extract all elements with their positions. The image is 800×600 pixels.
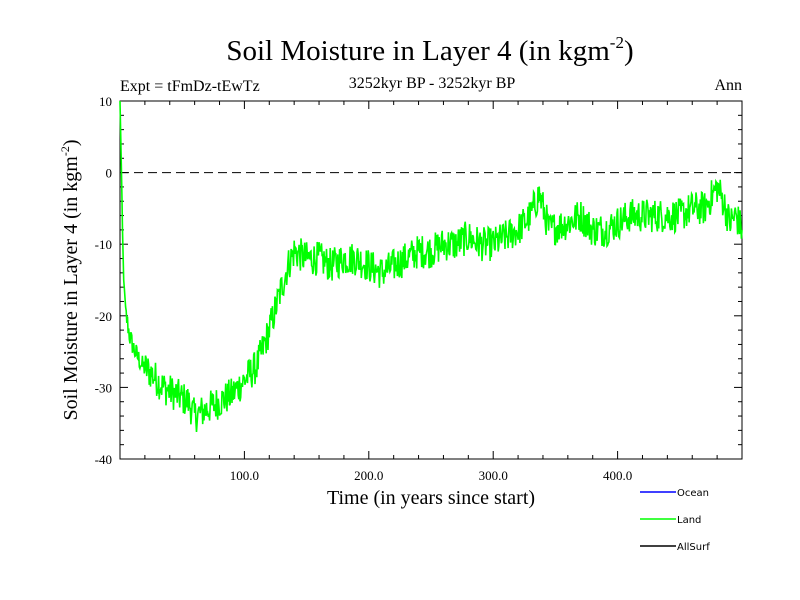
- x-tick-label: 400.0: [603, 468, 632, 483]
- experiment-label: Expt = tFmDz-tEwTz: [120, 78, 260, 95]
- y-axis-label: Soil Moisture in Layer 4 (in kgm-2): [58, 139, 82, 420]
- legend-label-ocean: Ocean: [677, 488, 709, 499]
- x-tick-label: 200.0: [354, 468, 383, 483]
- y-tick-label: -10: [95, 237, 112, 252]
- y-tick-label: 0: [106, 166, 113, 181]
- x-axis-label: Time (in years since start): [327, 487, 535, 509]
- chart-title: Soil Moisture in Layer 4 (in kgm-2): [226, 33, 633, 67]
- x-tick-label: 100.0: [230, 468, 259, 483]
- axis-ticks: 100.0 200.0 300.0 400.0 -40 -30 -20 -10 0 10: [95, 94, 742, 483]
- y-tick-label: -20: [95, 309, 112, 324]
- y-tick-label: -40: [95, 452, 112, 467]
- legend-label-land: Land: [677, 515, 701, 526]
- series-group: [119, 100, 743, 433]
- y-tick-label: -30: [95, 380, 112, 395]
- y-tick-label: 10: [99, 94, 112, 109]
- x-tick-label: 300.0: [479, 468, 508, 483]
- legend: Ocean Land AllSurf: [640, 488, 710, 553]
- plot-frame: [119, 100, 743, 460]
- time-period-label: 3252kyr BP - 3252kyr BP: [349, 75, 516, 92]
- series-line-land: [119, 100, 743, 433]
- legend-label-allsurf: AllSurf: [677, 542, 710, 553]
- season-label: Ann: [714, 77, 742, 94]
